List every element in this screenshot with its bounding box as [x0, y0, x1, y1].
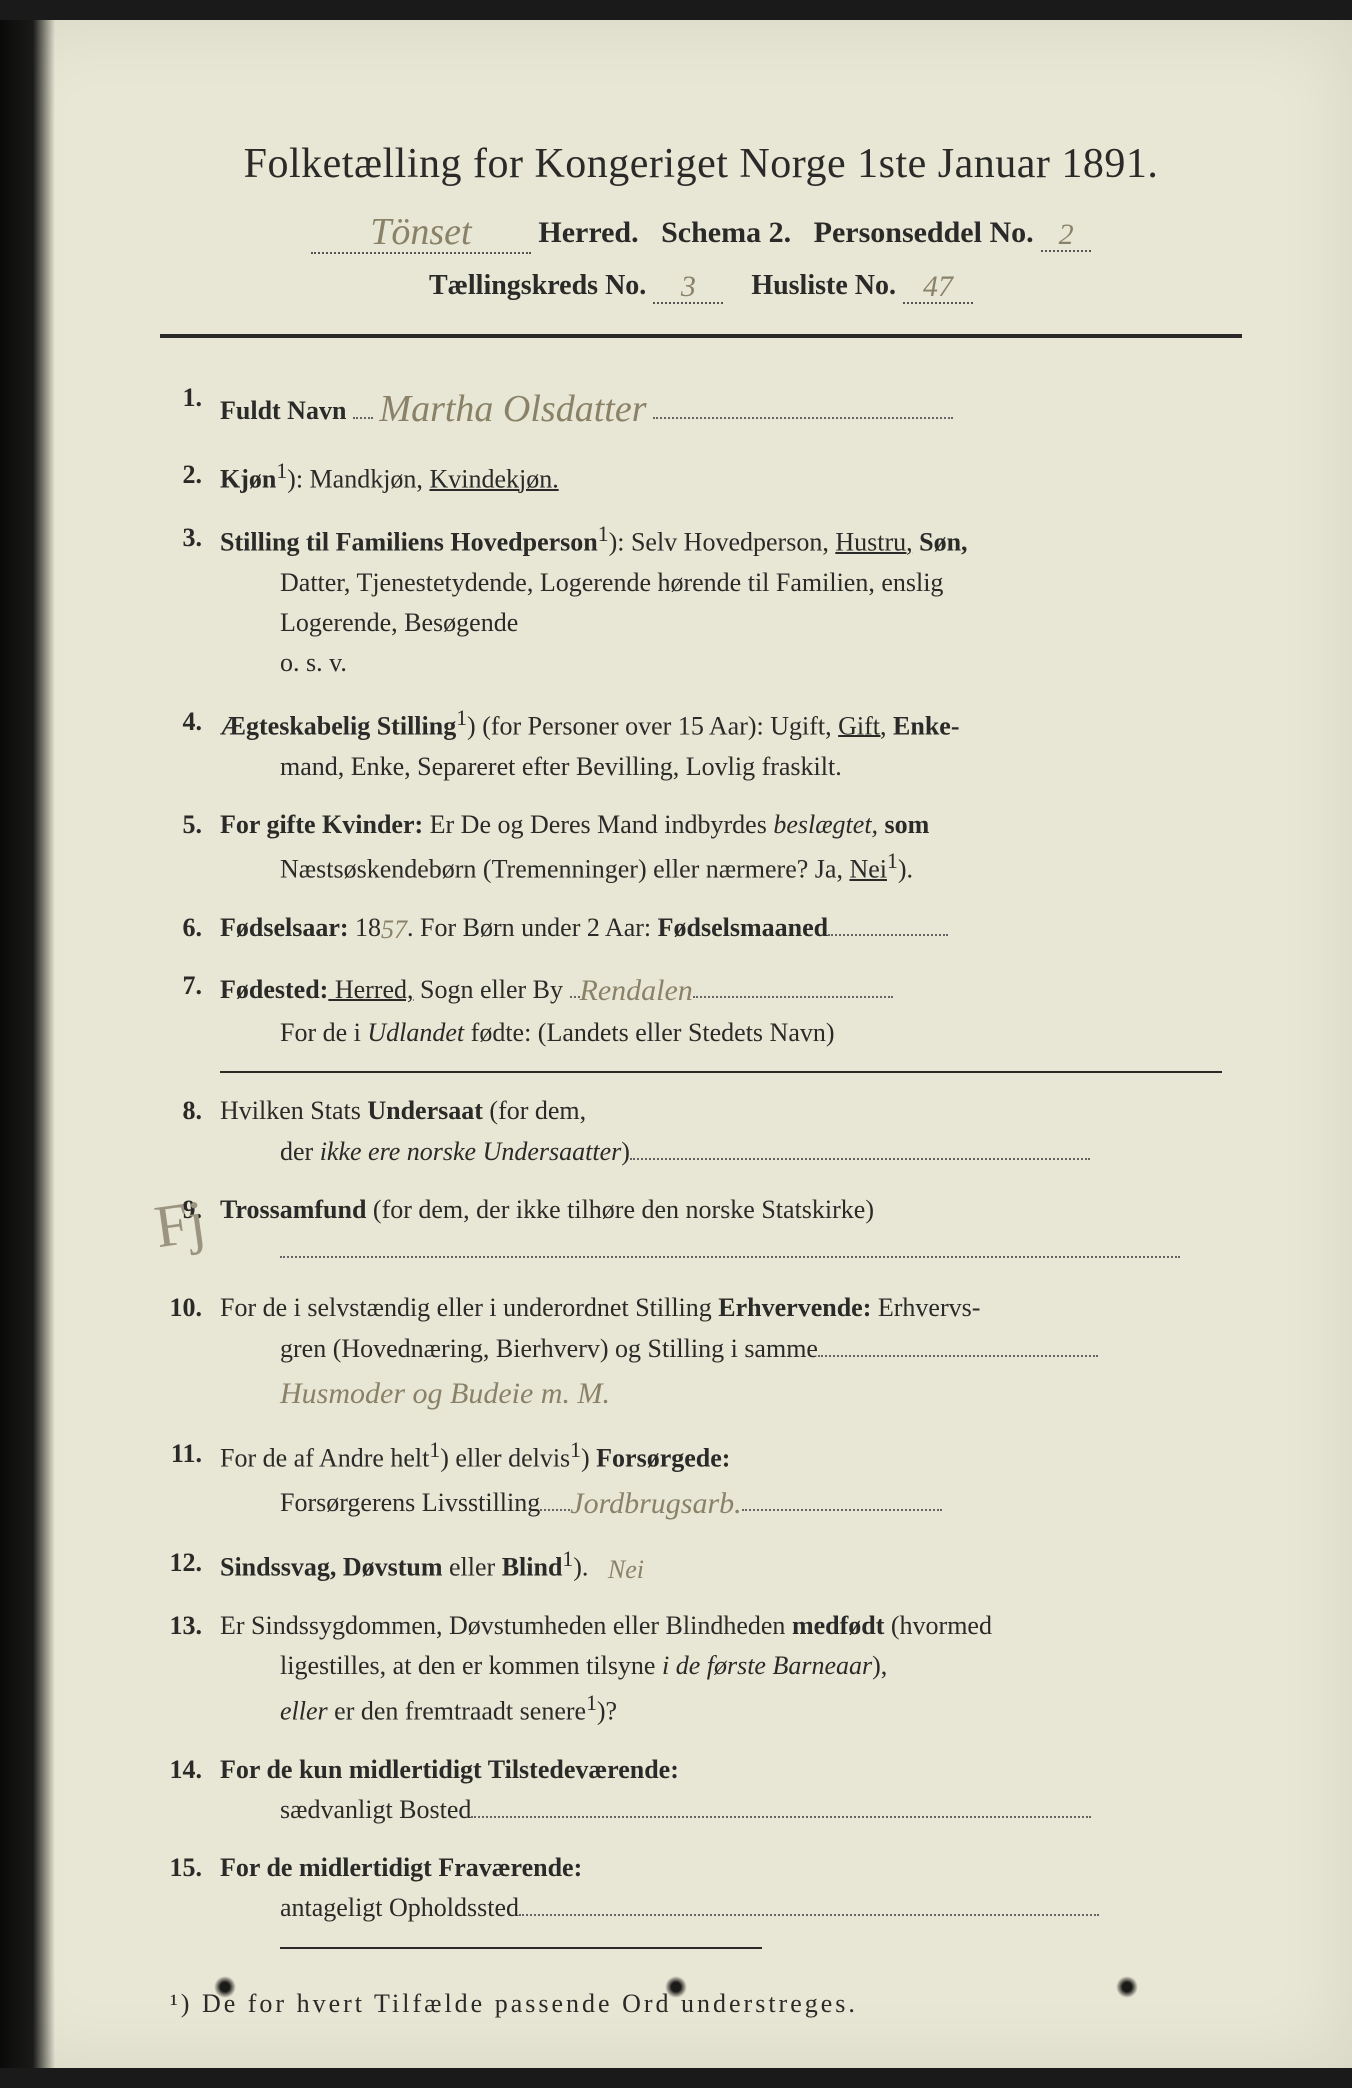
- margin-annotation: Fj: [150, 1187, 209, 1262]
- kreds-no: 3: [681, 270, 696, 303]
- herred-label: Herred.: [538, 216, 638, 249]
- label: Stilling til Familiens Hovedperson: [220, 528, 598, 557]
- item-num: 4.: [160, 702, 220, 787]
- label: Fødselsaar:: [220, 913, 349, 942]
- kreds-label: Tællingskreds No.: [429, 270, 646, 301]
- header-line-2: Tönset Herred. Schema 2. Personseddel No…: [140, 208, 1262, 254]
- selected-relation: Hustru,: [835, 528, 912, 557]
- item-12: 12. Sindssvag, Døvstum eller Blind1). Ne…: [160, 1543, 1242, 1588]
- disability-value: Nei: [608, 1555, 644, 1584]
- item-15: 15. For de midlertidigt Fraværende: anta…: [160, 1848, 1242, 1929]
- label: Trossamfund: [220, 1195, 366, 1224]
- form-items: 1. Fuldt Navn Martha Olsdatter 2. Kjøn1)…: [140, 378, 1262, 1929]
- item-num: 15.: [160, 1848, 220, 1929]
- item-num: 10.: [160, 1288, 220, 1415]
- item-num: 5.: [160, 805, 220, 890]
- item-3: 3. Stilling til Familiens Hovedperson1):…: [160, 518, 1242, 684]
- census-form-page: Folketælling for Kongeriget Norge 1ste J…: [0, 20, 1352, 2068]
- item-1: 1. Fuldt Navn Martha Olsdatter: [160, 378, 1242, 437]
- item-4: 4. Ægteskabelig Stilling1) (for Personer…: [160, 702, 1242, 787]
- birth-year: 57: [381, 915, 407, 944]
- item-num: 8.: [160, 1091, 220, 1172]
- item-num: 7.: [160, 966, 220, 1053]
- form-header: Folketælling for Kongeriget Norge 1ste J…: [140, 140, 1262, 304]
- label: Fuldt Navn: [220, 396, 346, 425]
- provider-value: Jordbrugsarb.: [570, 1487, 741, 1520]
- item-2: 2. Kjøn1): Mandkjøn, Kvindekjøn.: [160, 455, 1242, 500]
- husliste-label: Husliste No.: [751, 270, 896, 301]
- personseddel-no: 2: [1059, 218, 1074, 251]
- form-title: Folketælling for Kongeriget Norge 1ste J…: [140, 140, 1262, 188]
- item-7: 7. Fødested: Herred, Sogn eller By Renda…: [160, 966, 1242, 1053]
- item-14: 14. For de kun midlertidigt Tilstedevære…: [160, 1750, 1242, 1831]
- husliste-no: 47: [923, 270, 953, 303]
- item-9: 9. Trossamfund (for dem, der ikke tilhør…: [160, 1190, 1242, 1271]
- label: Sindssvag, Døvstum: [220, 1553, 443, 1582]
- label: Fødested:: [220, 975, 328, 1004]
- item-num: 6.: [160, 908, 220, 948]
- occupation-value: Husmoder og Budeie m. M.: [280, 1377, 610, 1410]
- herred-value: Tönset: [370, 211, 471, 253]
- selected-sex: Kvindekjøn.: [429, 465, 558, 494]
- item-num: 14.: [160, 1750, 220, 1831]
- selected-related: Nei: [849, 855, 887, 884]
- item-8: 8. Hvilken Stats Undersaat (for dem, der…: [160, 1091, 1242, 1172]
- item-num: 1.: [160, 378, 220, 437]
- personseddel-label: Personseddel No.: [814, 216, 1034, 249]
- schema-label: Schema 2.: [661, 216, 791, 249]
- item-11: 11. For de af Andre helt1) eller delvis1…: [160, 1434, 1242, 1525]
- label: For de kun midlertidigt Tilstedeværende:: [220, 1755, 679, 1784]
- item-13: 13. Er Sindssygdommen, Døvstumheden elle…: [160, 1606, 1242, 1732]
- selected-marital: Gift,: [838, 711, 886, 740]
- item-num: 3.: [160, 518, 220, 684]
- label: Kjøn: [220, 465, 276, 494]
- footnote: ¹) De for hvert Tilfælde passende Ord un…: [140, 1989, 1262, 2019]
- item-num: 2.: [160, 455, 220, 500]
- label: Ægteskabelig Stilling: [220, 711, 456, 740]
- item-5: 5. For gifte Kvinder: Er De og Deres Man…: [160, 805, 1242, 890]
- item-num: 13.: [160, 1606, 220, 1732]
- item-num: 11.: [160, 1434, 220, 1525]
- divider-top: [160, 334, 1242, 338]
- label: For de midlertidigt Fraværende:: [220, 1853, 582, 1882]
- divider-mid: [220, 1071, 1222, 1073]
- item-10: 10. For de i selvstændig eller i underor…: [160, 1288, 1242, 1415]
- label: For gifte Kvinder:: [220, 810, 423, 839]
- birthplace-value: Rendalen: [580, 974, 693, 1007]
- header-line-3: Tællingskreds No. 3 Husliste No. 47: [140, 268, 1262, 304]
- item-6: 6. Fødselsaar: 1857. For Børn under 2 Aa…: [160, 908, 1242, 948]
- item-num: 12.: [160, 1543, 220, 1588]
- name-value: Martha Olsdatter: [379, 388, 646, 430]
- divider-bottom: [280, 1947, 762, 1949]
